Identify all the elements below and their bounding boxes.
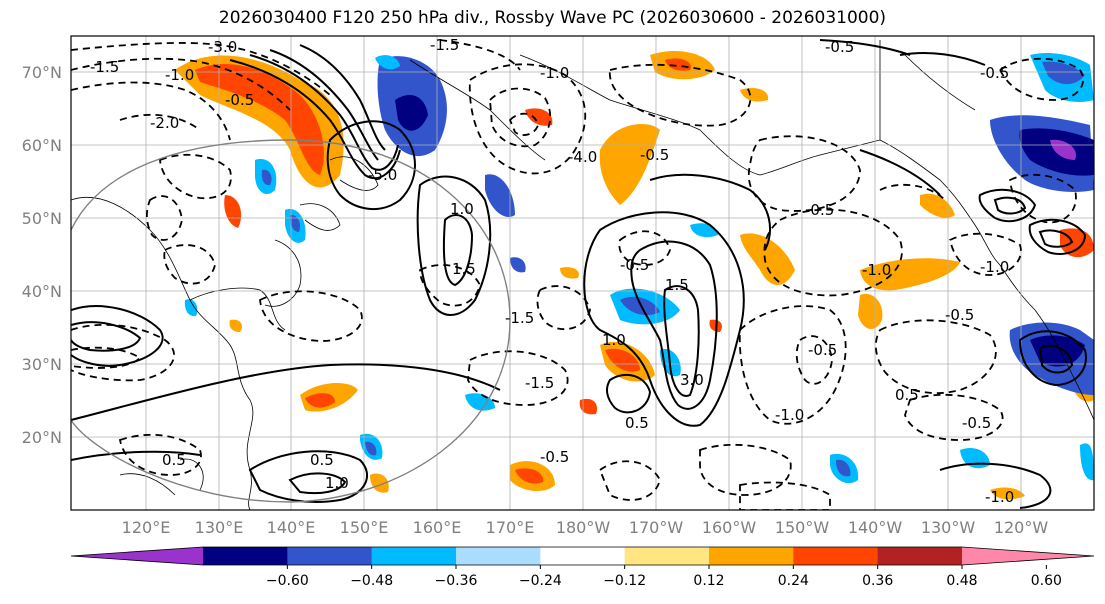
- colorbar-tick-label: 0.60: [1031, 573, 1062, 589]
- contour-label: -1.0: [165, 66, 194, 84]
- contour-label: -5.0: [368, 166, 397, 184]
- latitude-labels: 70°N 60°N 50°N 40°N 30°N 20°N: [22, 63, 62, 447]
- contour-label: -0.5: [945, 306, 974, 324]
- lon-label: 150°W: [775, 518, 830, 537]
- contour-label: -0.5: [805, 201, 834, 219]
- contour-label: -1.0: [775, 406, 804, 424]
- colorbar-extend-low: [71, 547, 203, 565]
- lon-label: 130°E: [195, 518, 244, 537]
- colorbar-extend-high: [962, 547, 1094, 565]
- lat-label: 70°N: [22, 63, 62, 82]
- contour-label: -1.0: [980, 258, 1009, 276]
- domain-circle: [71, 139, 511, 503]
- lat-label: 30°N: [22, 355, 62, 374]
- colorbar: −0.60 −0.48 −0.36 −0.24 −0.12 0.12 0.24 0.36 0.4…: [70, 546, 1095, 589]
- contour-label: 0.5: [625, 414, 649, 432]
- lon-label: 160°W: [702, 518, 757, 537]
- contour-label: 1.0: [450, 200, 474, 218]
- lon-label: 180°W: [556, 518, 611, 537]
- colorbar-tick-label: −0.24: [519, 573, 562, 589]
- contour-label: -0.5: [225, 91, 254, 109]
- colorbar-swatch: [793, 547, 879, 565]
- lon-label: 170°E: [486, 518, 535, 537]
- colorbar-tick-label: 0.24: [778, 573, 809, 589]
- contour-label: 1.5: [452, 260, 476, 278]
- contour-label: -1.0: [985, 488, 1014, 506]
- contour-label: -0.5: [980, 64, 1009, 82]
- colorbar-tick-label: 0.48: [946, 573, 977, 589]
- divergence-shading: [175, 50, 1094, 500]
- contour-label: 0.5: [162, 451, 186, 469]
- contour-label: -0.5: [540, 448, 569, 466]
- lon-label: 120°E: [122, 518, 171, 537]
- colorbar-swatch: [877, 547, 963, 565]
- colorbar-swatch: [540, 547, 626, 565]
- contour-label: -3.0: [208, 38, 237, 56]
- lon-label: 150°E: [340, 518, 389, 537]
- colorbar-swatch: [287, 547, 373, 565]
- lon-label: 160°E: [413, 518, 462, 537]
- contour-label-group: -3.0 -1.5 -1.5 -1.0 -2.0 -0.5 -1.0 -0.5 …: [90, 36, 1014, 506]
- contour-label: -1.5: [505, 309, 534, 327]
- lon-label: 140°W: [848, 518, 903, 537]
- colorbar-tick-label: −0.60: [266, 573, 309, 589]
- colorbar-tick-label: 0.12: [693, 573, 724, 589]
- lat-label: 20°N: [22, 428, 62, 447]
- colorbar-outline: [70, 546, 1095, 566]
- contour-label: -0.5: [825, 38, 854, 56]
- contour-label: 3.0: [680, 371, 704, 389]
- contour-label: -1.5: [525, 374, 554, 392]
- map-frame: [70, 35, 1095, 511]
- longitude-labels: 120°E 130°E 140°E 150°E 160°E 170°E 180°…: [122, 518, 1049, 537]
- pc-contours-positive: [71, 39, 1087, 509]
- contour-label: -4.0: [568, 148, 597, 166]
- lon-label: 170°W: [629, 518, 684, 537]
- colorbar-swatch: [203, 547, 288, 565]
- lat-label: 60°N: [22, 136, 62, 155]
- contour-label: -0.5: [640, 146, 669, 164]
- colorbar-tick-label: −0.12: [603, 573, 646, 589]
- contour-label: -1.0: [862, 261, 891, 279]
- contour-label: -0.5: [808, 341, 837, 359]
- lat-label: 40°N: [22, 282, 62, 301]
- contour-label: 1.0: [602, 331, 626, 349]
- contour-label: -2.0: [150, 114, 179, 132]
- lat-label: 50°N: [22, 209, 62, 228]
- contour-label: 0.5: [310, 451, 334, 469]
- colorbar-swatch: [456, 547, 541, 565]
- colorbar-tick-label: −0.48: [350, 573, 393, 589]
- colorbar-tick-label: 0.36: [862, 573, 893, 589]
- lon-label: 140°E: [267, 518, 316, 537]
- colorbar-swatch: [624, 547, 710, 565]
- contour-label: -1.5: [430, 36, 459, 54]
- lon-label: 130°W: [921, 518, 976, 537]
- contour-label: -0.5: [962, 414, 991, 432]
- lon-label: 120°W: [994, 518, 1049, 537]
- colorbar-swatch: [709, 547, 794, 565]
- colorbar-tick-label: −0.36: [435, 573, 478, 589]
- figure-title: 2026030400 F120 250 hPa div., Rossby Wav…: [218, 8, 887, 28]
- contour-label: -1.0: [540, 64, 569, 82]
- contour-label: -0.5: [620, 256, 649, 274]
- contour-label: 1.0: [325, 474, 349, 492]
- contour-label: 1.5: [665, 276, 689, 294]
- contour-label: 0.5: [895, 386, 919, 404]
- colorbar-swatch: [371, 547, 457, 565]
- contour-label: -1.5: [90, 58, 119, 76]
